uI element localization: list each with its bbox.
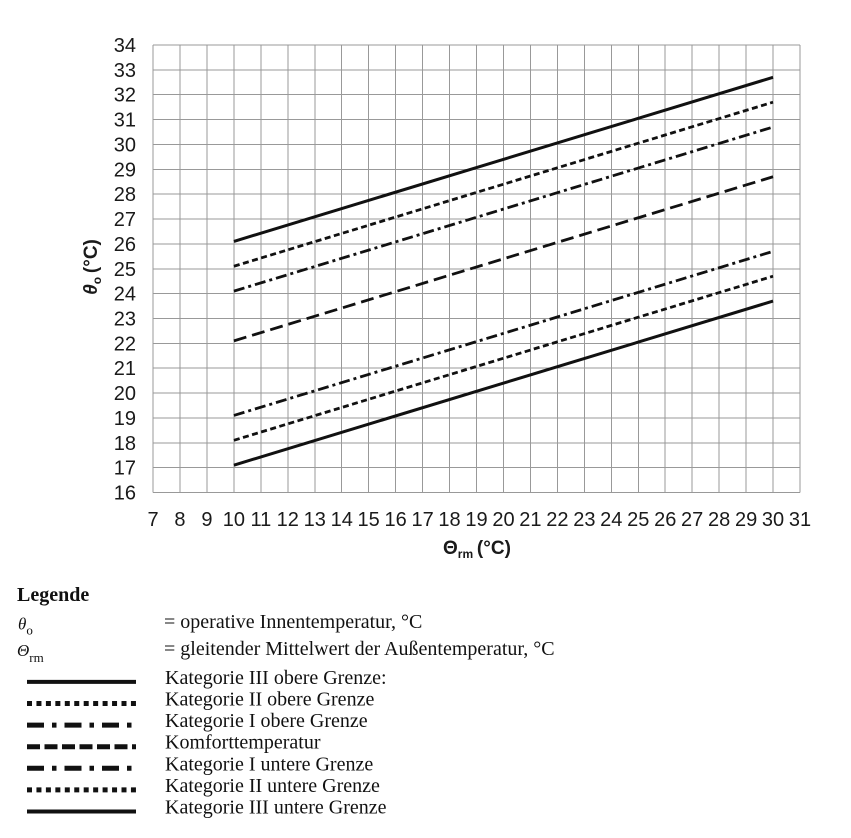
svg-text:24: 24 [114, 284, 136, 306]
svg-text:28: 28 [708, 509, 730, 531]
svg-text:16: 16 [114, 483, 136, 505]
svg-text:29: 29 [114, 159, 136, 181]
svg-text:13: 13 [304, 509, 326, 531]
svg-text:= operative Innentemperatur, °: = operative Innentemperatur, °C [164, 611, 422, 633]
svg-text:26: 26 [654, 509, 676, 531]
svg-text:θo (°C): θo (°C) [81, 239, 104, 295]
svg-text:18: 18 [114, 433, 136, 455]
svg-text:16: 16 [384, 509, 406, 531]
svg-text:7: 7 [147, 509, 158, 531]
svg-text:θo: θo [18, 615, 33, 638]
svg-text:17: 17 [114, 458, 136, 480]
svg-text:Kategorie III untere Grenze: Kategorie III untere Grenze [165, 797, 387, 819]
svg-text:14: 14 [331, 509, 353, 531]
svg-text:8: 8 [174, 509, 185, 531]
svg-text:9: 9 [201, 509, 212, 531]
svg-text:19: 19 [114, 408, 136, 430]
svg-text:32: 32 [114, 85, 136, 107]
svg-text:31: 31 [114, 110, 136, 132]
svg-text:Komforttemperatur: Komforttemperatur [165, 732, 321, 754]
svg-text:22: 22 [546, 509, 568, 531]
svg-text:10: 10 [223, 509, 245, 531]
svg-text:12: 12 [277, 509, 299, 531]
svg-text:27: 27 [681, 509, 703, 531]
svg-text:11: 11 [250, 509, 271, 531]
svg-text:33: 33 [114, 60, 136, 82]
svg-text:19: 19 [465, 509, 487, 531]
svg-text:Θrm (°C): Θrm (°C) [443, 538, 511, 561]
svg-text:27: 27 [114, 209, 136, 231]
svg-text:28: 28 [114, 184, 136, 206]
svg-text:23: 23 [573, 509, 595, 531]
svg-text:29: 29 [735, 509, 757, 531]
svg-text:17: 17 [411, 509, 433, 531]
svg-text:20: 20 [492, 509, 514, 531]
svg-text:34: 34 [114, 35, 136, 57]
svg-text:25: 25 [114, 259, 136, 281]
svg-text:25: 25 [627, 509, 649, 531]
svg-text:Kategorie II obere Grenze: Kategorie II obere Grenze [165, 689, 374, 711]
svg-text:Legende: Legende [17, 584, 89, 606]
svg-text:30: 30 [762, 509, 784, 531]
svg-text:21: 21 [114, 358, 136, 380]
svg-text:Θrm: Θrm [17, 641, 44, 665]
svg-text:= gleitender Mittelwert der Au: = gleitender Mittelwert der Außentempera… [164, 638, 555, 660]
svg-text:20: 20 [114, 383, 136, 405]
svg-text:26: 26 [114, 234, 136, 256]
svg-text:Kategorie III obere Grenze:: Kategorie III obere Grenze: [165, 667, 387, 689]
svg-text:Kategorie I obere Grenze: Kategorie I obere Grenze [165, 710, 368, 732]
svg-text:30: 30 [114, 134, 136, 156]
svg-text:24: 24 [600, 509, 622, 531]
svg-text:23: 23 [114, 308, 136, 330]
svg-text:15: 15 [358, 509, 380, 531]
svg-text:Kategorie I untere Grenze: Kategorie I untere Grenze [165, 753, 373, 775]
svg-text:31: 31 [789, 509, 811, 531]
svg-text:22: 22 [114, 333, 136, 355]
svg-text:21: 21 [519, 509, 541, 531]
svg-text:Kategorie II untere Grenze: Kategorie II untere Grenze [165, 775, 380, 797]
svg-text:18: 18 [438, 509, 460, 531]
